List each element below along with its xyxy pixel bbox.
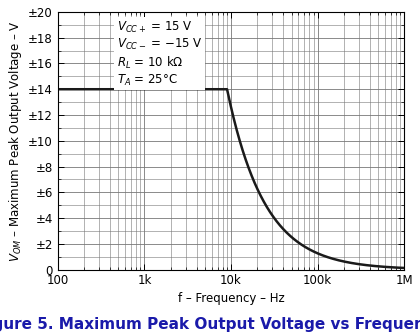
Text: Figure 5. Maximum Peak Output Voltage vs Frequency: Figure 5. Maximum Peak Output Voltage vs… [0, 317, 420, 332]
Text: $V_{CC+}$ = 15 V
$V_{CC-}$ = −15 V
$R_L$ = 10 kΩ
$T_A$ = 25°C: $V_{CC+}$ = 15 V $V_{CC-}$ = −15 V $R_L$… [117, 20, 202, 88]
Y-axis label: $V_{OM}$ – Maximum Peak Output Voltage – V: $V_{OM}$ – Maximum Peak Output Voltage –… [7, 20, 24, 262]
X-axis label: f – Frequency – Hz: f – Frequency – Hz [178, 291, 284, 305]
